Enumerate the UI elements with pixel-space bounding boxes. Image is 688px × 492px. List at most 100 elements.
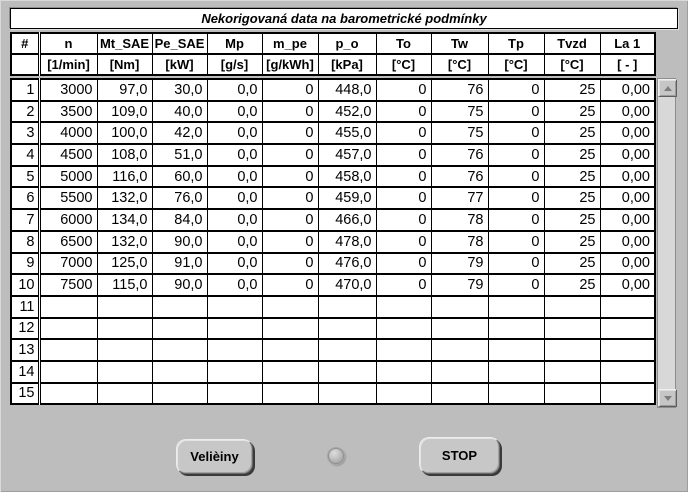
data-cell-n[interactable]: 7500 — [38, 273, 98, 297]
data-cell-mp[interactable]: 0,0 — [206, 99, 263, 124]
data-cell-pe-sae[interactable] — [151, 294, 208, 319]
data-cell-la1[interactable] — [599, 381, 656, 406]
data-cell-la1[interactable] — [599, 316, 656, 341]
data-cell-tw[interactable]: 76 — [430, 164, 489, 189]
data-cell-tvzd[interactable]: 25 — [543, 164, 601, 189]
data-cell-tw[interactable]: 76 — [430, 143, 489, 167]
data-cell-p-o[interactable]: 459,0 — [317, 186, 377, 211]
data-cell-tvzd[interactable]: 25 — [543, 78, 601, 102]
data-cell-la1[interactable] — [599, 359, 656, 384]
data-cell-tw[interactable]: 78 — [430, 229, 489, 254]
data-cell-mp[interactable]: 0,0 — [206, 229, 263, 254]
data-cell-tw[interactable] — [430, 338, 489, 362]
data-cell-n[interactable] — [38, 381, 98, 406]
data-cell-tw[interactable]: 75 — [430, 99, 489, 124]
data-cell-p-o[interactable]: 466,0 — [317, 208, 377, 232]
data-cell-tw[interactable] — [430, 294, 489, 319]
data-cell-n[interactable]: 6000 — [38, 208, 98, 232]
data-cell-to[interactable]: 0 — [375, 208, 432, 232]
data-cell-n[interactable] — [38, 338, 98, 362]
data-cell-p-o[interactable] — [317, 381, 377, 406]
data-cell-pe-sae[interactable]: 30,0 — [151, 78, 208, 102]
data-cell-tp[interactable]: 0 — [487, 251, 545, 276]
data-cell-p-o[interactable]: 457,0 — [317, 143, 377, 167]
data-cell-to[interactable]: 0 — [375, 78, 432, 102]
scroll-up-button[interactable] — [658, 79, 677, 97]
data-cell-mt-sae[interactable] — [96, 294, 153, 319]
data-cell-mt-sae[interactable]: 132,0 — [96, 186, 153, 211]
data-cell-la1[interactable]: 0,00 — [599, 186, 656, 211]
data-cell-mt-sae[interactable] — [96, 316, 153, 341]
data-cell-tvzd[interactable] — [543, 338, 601, 362]
data-cell-mp[interactable]: 0,0 — [206, 251, 263, 276]
data-cell-tw[interactable]: 75 — [430, 121, 489, 146]
data-cell-mt-sae[interactable] — [96, 381, 153, 406]
data-cell-m-pe[interactable] — [261, 359, 319, 384]
data-cell-to[interactable]: 0 — [375, 143, 432, 167]
data-cell-tw[interactable]: 79 — [430, 273, 489, 297]
data-cell-tvzd[interactable]: 25 — [543, 251, 601, 276]
data-cell-p-o[interactable] — [317, 359, 377, 384]
data-cell-mt-sae[interactable]: 125,0 — [96, 251, 153, 276]
data-cell-m-pe[interactable]: 0 — [261, 251, 319, 276]
data-cell-tvzd[interactable]: 25 — [543, 273, 601, 297]
data-cell-tw[interactable] — [430, 359, 489, 384]
data-cell-tw[interactable]: 79 — [430, 251, 489, 276]
data-cell-tw[interactable] — [430, 381, 489, 406]
data-cell-mp[interactable]: 0,0 — [206, 186, 263, 211]
data-cell-n[interactable]: 7000 — [38, 251, 98, 276]
data-cell-la1[interactable]: 0,00 — [599, 143, 656, 167]
data-cell-tvzd[interactable]: 25 — [543, 99, 601, 124]
data-cell-to[interactable]: 0 — [375, 186, 432, 211]
data-cell-m-pe[interactable] — [261, 338, 319, 362]
data-cell-mp[interactable]: 0,0 — [206, 164, 263, 189]
data-cell-to[interactable] — [375, 381, 432, 406]
table-vertical-scrollbar[interactable] — [657, 78, 677, 408]
data-cell-mt-sae[interactable] — [96, 338, 153, 362]
data-cell-tp[interactable]: 0 — [487, 143, 545, 167]
data-cell-m-pe[interactable] — [261, 294, 319, 319]
data-cell-to[interactable]: 0 — [375, 273, 432, 297]
data-cell-la1[interactable]: 0,00 — [599, 251, 656, 276]
data-cell-tp[interactable]: 0 — [487, 99, 545, 124]
data-cell-pe-sae[interactable] — [151, 381, 208, 406]
data-cell-pe-sae[interactable]: 90,0 — [151, 273, 208, 297]
data-cell-pe-sae[interactable] — [151, 359, 208, 384]
data-cell-pe-sae[interactable]: 90,0 — [151, 229, 208, 254]
stop-button[interactable]: STOP — [419, 437, 500, 474]
data-cell-mp[interactable]: 0,0 — [206, 121, 263, 146]
data-cell-p-o[interactable] — [317, 316, 377, 341]
data-cell-mt-sae[interactable]: 109,0 — [96, 99, 153, 124]
data-cell-la1[interactable]: 0,00 — [599, 164, 656, 189]
data-cell-p-o[interactable]: 476,0 — [317, 251, 377, 276]
data-cell-tvzd[interactable]: 25 — [543, 143, 601, 167]
data-cell-la1[interactable]: 0,00 — [599, 208, 656, 232]
data-cell-to[interactable] — [375, 294, 432, 319]
data-cell-to[interactable] — [375, 359, 432, 384]
data-cell-mp[interactable] — [206, 381, 263, 406]
data-cell-p-o[interactable] — [317, 294, 377, 319]
data-cell-tp[interactable]: 0 — [487, 78, 545, 102]
data-cell-tw[interactable] — [430, 316, 489, 341]
data-cell-mp[interactable]: 0,0 — [206, 273, 263, 297]
data-cell-n[interactable]: 5000 — [38, 164, 98, 189]
data-cell-p-o[interactable]: 470,0 — [317, 273, 377, 297]
data-cell-pe-sae[interactable]: 91,0 — [151, 251, 208, 276]
data-cell-mt-sae[interactable]: 100,0 — [96, 121, 153, 146]
data-cell-tvzd[interactable]: 25 — [543, 229, 601, 254]
data-cell-n[interactable]: 3500 — [38, 99, 98, 124]
data-cell-mp[interactable]: 0,0 — [206, 143, 263, 167]
data-cell-tp[interactable]: 0 — [487, 229, 545, 254]
data-cell-mt-sae[interactable]: 108,0 — [96, 143, 153, 167]
data-cell-la1[interactable]: 0,00 — [599, 99, 656, 124]
data-cell-tvzd[interactable]: 25 — [543, 208, 601, 232]
data-cell-m-pe[interactable]: 0 — [261, 229, 319, 254]
data-cell-tp[interactable]: 0 — [487, 164, 545, 189]
data-cell-m-pe[interactable] — [261, 316, 319, 341]
data-cell-m-pe[interactable]: 0 — [261, 208, 319, 232]
data-cell-to[interactable]: 0 — [375, 121, 432, 146]
data-cell-mt-sae[interactable]: 132,0 — [96, 229, 153, 254]
data-cell-p-o[interactable]: 455,0 — [317, 121, 377, 146]
data-cell-n[interactable] — [38, 316, 98, 341]
data-cell-mp[interactable] — [206, 294, 263, 319]
